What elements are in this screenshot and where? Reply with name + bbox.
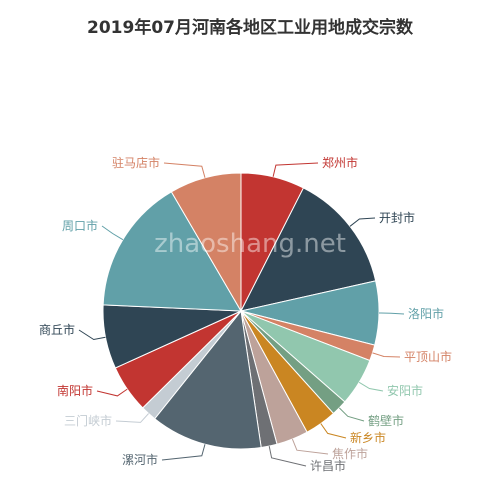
slice-label: 洛阳市 — [408, 306, 444, 321]
slice-label: 焦作市 — [332, 446, 368, 461]
label-leader-line — [272, 162, 319, 177]
slice-label: 三门峡市 — [64, 413, 112, 428]
label-leader-line — [163, 162, 206, 178]
label-leader-line — [101, 225, 124, 241]
label-leader-line — [78, 329, 106, 341]
slice-label: 安阳市 — [387, 383, 423, 398]
slice-label: 漯河市 — [122, 452, 158, 467]
pie-slice[interactable] — [240, 187, 377, 312]
label-leader-line — [291, 438, 329, 455]
label-leader-line — [378, 312, 405, 315]
slice-label: 鹤壁市 — [368, 413, 404, 428]
slice-label: 南阳市 — [57, 383, 93, 398]
slice-label: 周口市 — [62, 218, 98, 233]
chart-title: 2019年07月河南各地区工业用地成交宗数 — [87, 17, 414, 38]
slice-label: 驻马店市 — [112, 155, 160, 170]
label-leader-line — [349, 217, 376, 227]
label-leader-line — [115, 413, 149, 423]
label-leader-line — [372, 352, 401, 358]
slice-label: 平顶山市 — [404, 349, 452, 364]
label-leader-line — [161, 444, 206, 461]
label-leader-line — [96, 388, 128, 397]
slice-label: 许昌市 — [310, 458, 346, 473]
slice-label: 开封市 — [379, 210, 415, 225]
pie-slices — [102, 172, 380, 450]
label-leader-line — [338, 407, 365, 422]
slice-label: 商丘市 — [39, 322, 75, 337]
label-leader-line — [358, 381, 384, 392]
slice-label: 郑州市 — [322, 155, 358, 170]
slice-label: 新乡市 — [350, 430, 386, 445]
label-leader-line — [268, 445, 307, 467]
pie-slice[interactable] — [102, 191, 242, 312]
watermark: zhaoshang.net — [154, 229, 346, 259]
label-leader-line — [320, 423, 347, 439]
